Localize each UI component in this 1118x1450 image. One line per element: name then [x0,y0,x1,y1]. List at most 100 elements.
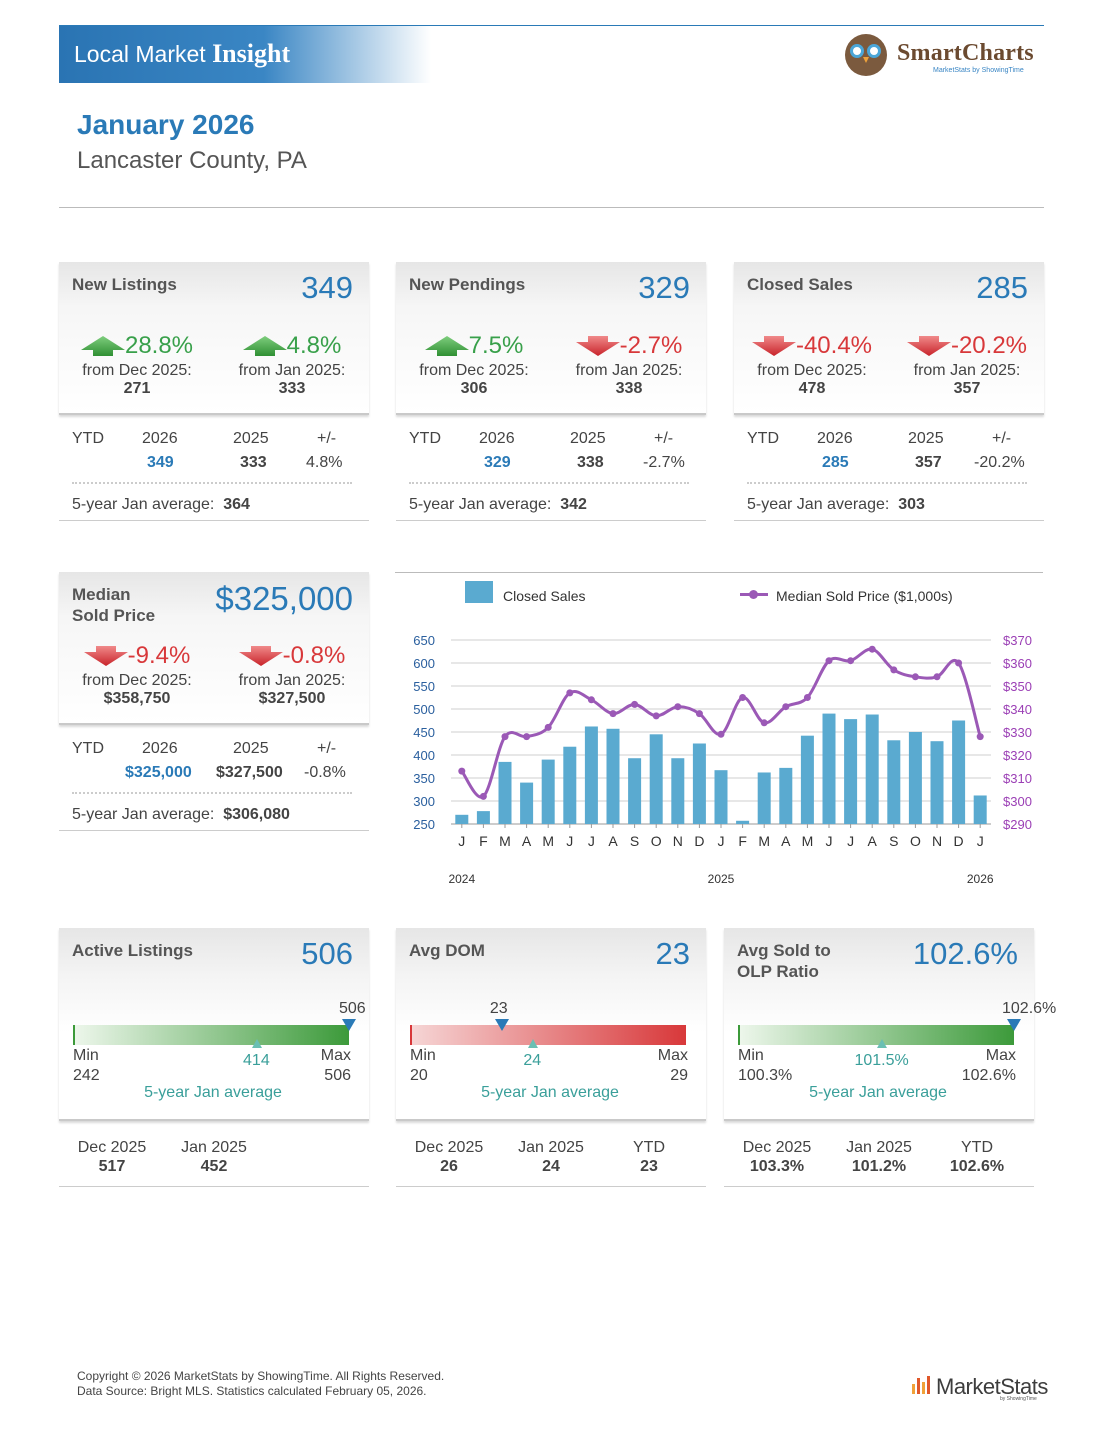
median-sold-price-value: $325,000 [215,580,353,617]
new-pendings-change-month: 7.5% from Dec 2025: 306 [399,332,549,398]
foot-label: Jan 2025 [846,1139,912,1156]
closed-sales-change-year-pct: -20.2% [950,332,1028,359]
up-arrow-icon [242,336,287,356]
card-bottom-rule [396,1186,706,1187]
y-right-tick-label: $320 [1003,748,1032,763]
y-right-tick-label: $340 [1003,702,1032,717]
new-listings-change-year-value: 333 [278,380,306,397]
avg-sold-olp-ratio-min: Min 100.3% [738,1047,793,1084]
new-pendings-five-year-average: 5-year Jan average: 342 [409,496,587,513]
combo-chart: Closed Sales Median Sold Price ($1,000s)… [395,572,1043,902]
ytd-value-change: -2.7% [643,454,685,471]
avg-sold-olp-ratio-max: Max 102.6% [961,1047,1016,1084]
y-right-tick-label: $310 [1003,771,1032,786]
year-label: 2024 [448,872,475,886]
ytd-value-current: 329 [484,454,511,471]
bar-closed-sales [498,761,512,824]
avg-sold-olp-ratio-gauge-bar [738,1025,1014,1045]
y-left-tick-label: 300 [413,794,435,809]
ytd-value-prior: 338 [577,454,604,471]
active-listings-max: Max 506 [320,1047,351,1084]
x-tick-label: J [826,833,833,849]
y-left-tick-label: 250 [413,817,435,832]
bar-closed-sales [952,720,966,824]
x-tick-label: S [630,833,639,849]
bar-closed-sales [628,758,642,824]
avg-sold-olp-ratio-foot-0: Dec 2025 103.3% [732,1138,822,1176]
new-pendings-change-year: -2.7% from Jan 2025: 338 [554,332,704,398]
footer-copyright: Copyright © 2026 MarketStats by ShowingT… [77,1369,444,1399]
down-arrow-icon [751,336,796,356]
new-pendings-value: 329 [638,270,690,305]
card-bottom-rule [724,1186,1034,1187]
average-marker-icon [527,1039,538,1048]
avg-sold-olp-ratio-header [724,928,1034,1121]
new-listings-change-year-pct: 4.8% [286,332,342,359]
new-listings-title: New Listings [72,275,177,294]
bar-closed-sales [736,820,750,824]
dotted-divider [72,792,352,794]
foot-value: 24 [542,1158,560,1175]
bar-closed-sales [520,782,534,824]
ytd-value-current: 285 [822,454,849,471]
bar-closed-sales [887,740,901,824]
ytd-year-current: 2026 [817,430,853,447]
marketstats-logo-text: MarketStats [936,1374,1048,1399]
x-tick-label: J [847,833,854,849]
new-pendings-title: New Pendings [409,275,526,294]
bar-closed-sales [973,795,987,824]
logo-subtitle: MarketStats by ShowingTime [933,67,1024,74]
point-median-sold-price [868,645,876,653]
avg-sold-olp-ratio-value: 102.6% [912,936,1018,971]
closed-sales-five-year-average: 5-year Jan average: 303 [747,496,925,513]
avg-dom-card: Avg DOM 23 23 24 Min 20 Max 29 5-year Jan … [396,928,706,1188]
x-tick-label: M [802,833,814,849]
new-pendings-change-month-pct: 7.5% [468,332,524,359]
bar-closed-sales [671,758,685,824]
ytd-year-current: 2026 [142,430,178,447]
avg-dom-max: Max 29 [657,1047,688,1084]
ytd-year-prior: 2025 [570,430,606,447]
active-listings-value: 506 [301,936,353,971]
point-median-sold-price [933,673,941,681]
down-arrow-icon [83,646,128,666]
card-bottom-rule [59,520,369,521]
active-listings-header [59,928,369,1121]
owl-icon [845,34,887,76]
point-median-sold-price [955,659,963,667]
closed-sales-value: 285 [976,270,1028,305]
x-tick-label: D [954,833,964,849]
ytd-change-label: +/- [992,430,1012,447]
closed-sales-change-month-label: from Dec 2025: [757,362,867,379]
avg-dom-gauge-bar [410,1025,686,1045]
ytd-value-prior: 333 [240,454,267,471]
current-marker-icon [494,1019,509,1031]
bar-closed-sales [800,735,814,824]
foot-value: 102.6% [949,1158,1005,1175]
active-listings-foot-0: Dec 2025 517 [67,1138,157,1176]
x-tick-label: M [758,833,770,849]
bar-closed-sales [822,713,836,824]
foot-label: Dec 2025 [742,1139,812,1156]
ytd-value-current: 349 [147,454,174,471]
foot-value: 517 [98,1158,126,1175]
x-tick-label: O [651,833,662,849]
point-median-sold-price [847,657,855,665]
new-listings-change-month-label: from Dec 2025: [82,362,192,379]
new-pendings-change-year-label: from Jan 2025: [575,362,683,379]
avg-sold-olp-ratio-foot-2: YTD 102.6% [932,1138,1022,1176]
dotted-divider [409,482,689,484]
ytd-year-current: 2026 [142,740,178,757]
bar-closed-sales [606,728,620,824]
foot-label: YTD [633,1139,665,1156]
bar-closed-sales [714,770,728,824]
point-median-sold-price [760,719,768,727]
y-left-tick-label: 650 [413,633,435,648]
foot-label: YTD [961,1139,993,1156]
closed-sales-change-year: -20.2% from Jan 2025: 357 [892,332,1042,398]
active-listings-average-value: 414 [243,1052,270,1069]
footer-line-2: Data Source: Bright MLS. Statistics calc… [77,1384,427,1398]
marketstats-logo-by: by ShowingTime [1000,1396,1037,1402]
new-listings-five-year-average: 5-year Jan average: 364 [72,496,250,513]
avg-sold-olp-ratio-average-caption: 5-year Jan average [809,1084,947,1101]
